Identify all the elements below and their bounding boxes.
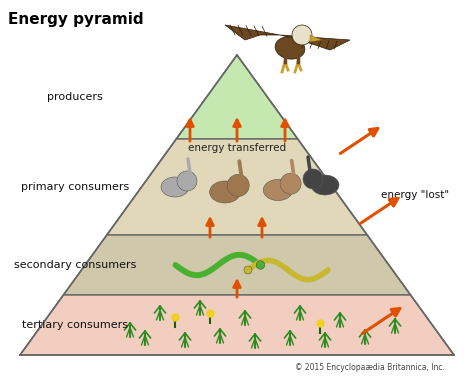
Circle shape [303, 169, 323, 189]
Circle shape [292, 25, 312, 45]
Text: Energy pyramid: Energy pyramid [8, 12, 144, 27]
Polygon shape [280, 35, 350, 50]
Polygon shape [225, 25, 280, 40]
Polygon shape [107, 139, 367, 235]
Ellipse shape [311, 175, 339, 195]
Circle shape [256, 261, 265, 269]
Ellipse shape [275, 37, 305, 59]
Circle shape [244, 266, 252, 274]
Circle shape [280, 173, 301, 194]
Text: energy "lost": energy "lost" [381, 190, 449, 200]
Ellipse shape [210, 181, 240, 203]
Polygon shape [176, 55, 298, 139]
Ellipse shape [161, 177, 189, 197]
Text: producers: producers [47, 92, 103, 102]
Text: energy transferred: energy transferred [188, 143, 286, 153]
Text: tertiary consumers: tertiary consumers [22, 320, 128, 330]
Polygon shape [20, 295, 454, 355]
Polygon shape [64, 235, 410, 295]
Ellipse shape [263, 180, 293, 200]
Text: primary consumers: primary consumers [21, 182, 129, 192]
Polygon shape [310, 35, 322, 42]
Circle shape [177, 171, 197, 191]
Circle shape [227, 174, 249, 196]
Text: secondary consumers: secondary consumers [14, 260, 136, 270]
Text: © 2015 Encyclopaædia Britannica, Inc.: © 2015 Encyclopaædia Britannica, Inc. [295, 363, 445, 372]
